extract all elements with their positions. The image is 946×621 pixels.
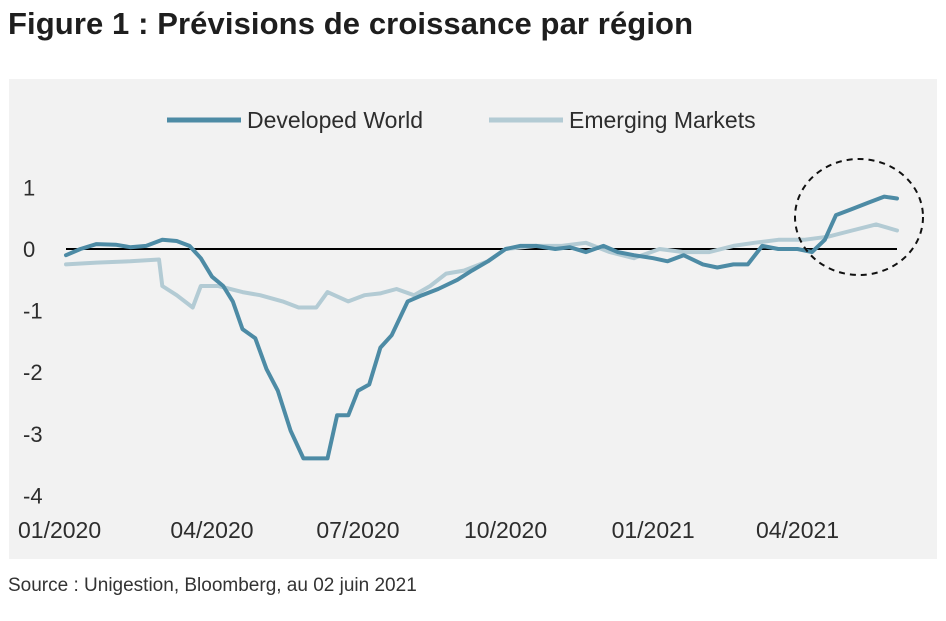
series-line	[64, 222, 899, 310]
y-tick-label: 0	[23, 237, 35, 262]
y-tick-label: -2	[23, 360, 43, 385]
highlight-circle	[794, 158, 924, 276]
x-tick-label: 07/2020	[316, 517, 399, 543]
x-tick-label: 04/2020	[170, 517, 253, 543]
line-chart: Developed World Emerging Markets 1 0 -1 -2 -3…	[9, 79, 937, 559]
chart-container: Developed World Emerging Markets 1 0 -1 -2 -3…	[9, 79, 937, 559]
source-note: Source : Unigestion, Bloomberg, au 02 ju…	[8, 575, 417, 596]
x-axis-ticks: 01/2020 04/2020 07/2020 10/2020 01/2021 04/20…	[18, 517, 839, 543]
y-tick-label: 1	[23, 175, 35, 200]
x-tick-label: 04/2021	[756, 517, 839, 543]
y-axis-ticks: 1 0 -1 -2 -3 -4	[23, 175, 43, 508]
x-tick-label: 01/2021	[612, 517, 695, 543]
y-tick-label: -1	[23, 299, 43, 324]
legend-label: Emerging Markets	[569, 107, 756, 133]
legend-label: Developed World	[247, 107, 423, 133]
page-title: Figure 1 : Prévisions de croissance par …	[8, 6, 694, 41]
chart-series	[64, 194, 899, 461]
series-line	[64, 194, 899, 461]
y-tick-label: -4	[23, 483, 43, 508]
x-tick-label: 01/2020	[18, 517, 101, 543]
y-tick-label: -3	[23, 422, 43, 447]
chart-background	[9, 79, 937, 559]
chart-legend: Developed World Emerging Markets	[167, 107, 756, 133]
x-tick-label: 10/2020	[464, 517, 547, 543]
